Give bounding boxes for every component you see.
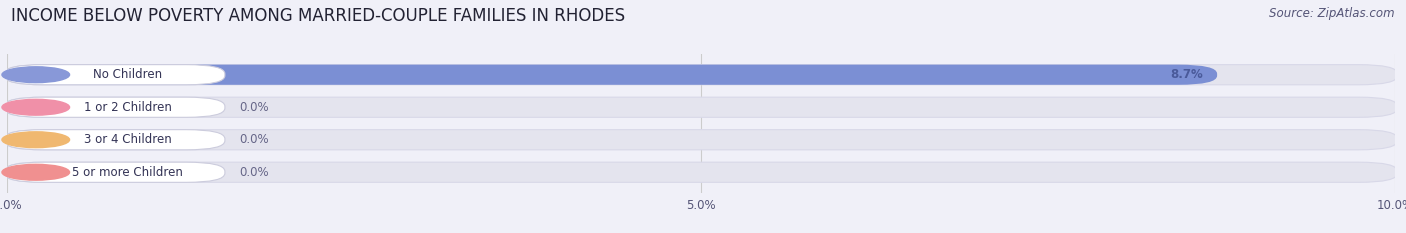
Text: 1 or 2 Children: 1 or 2 Children <box>83 101 172 114</box>
Text: Source: ZipAtlas.com: Source: ZipAtlas.com <box>1270 7 1395 20</box>
Text: 3 or 4 Children: 3 or 4 Children <box>83 133 172 146</box>
Circle shape <box>1 164 69 180</box>
Text: No Children: No Children <box>93 68 162 81</box>
Circle shape <box>1 99 69 115</box>
Text: 5 or more Children: 5 or more Children <box>72 166 183 179</box>
FancyBboxPatch shape <box>4 130 1398 150</box>
FancyBboxPatch shape <box>4 65 1218 85</box>
Text: 0.0%: 0.0% <box>239 101 269 114</box>
Text: 0.0%: 0.0% <box>239 133 269 146</box>
FancyBboxPatch shape <box>4 162 1398 182</box>
Text: 8.7%: 8.7% <box>1171 68 1204 81</box>
FancyBboxPatch shape <box>4 162 225 182</box>
Circle shape <box>1 67 69 83</box>
FancyBboxPatch shape <box>4 65 225 85</box>
Text: 0.0%: 0.0% <box>239 166 269 179</box>
FancyBboxPatch shape <box>4 65 1398 85</box>
Circle shape <box>1 132 69 148</box>
FancyBboxPatch shape <box>4 97 225 117</box>
FancyBboxPatch shape <box>4 97 1398 117</box>
Text: INCOME BELOW POVERTY AMONG MARRIED-COUPLE FAMILIES IN RHODES: INCOME BELOW POVERTY AMONG MARRIED-COUPL… <box>11 7 626 25</box>
FancyBboxPatch shape <box>4 130 225 150</box>
